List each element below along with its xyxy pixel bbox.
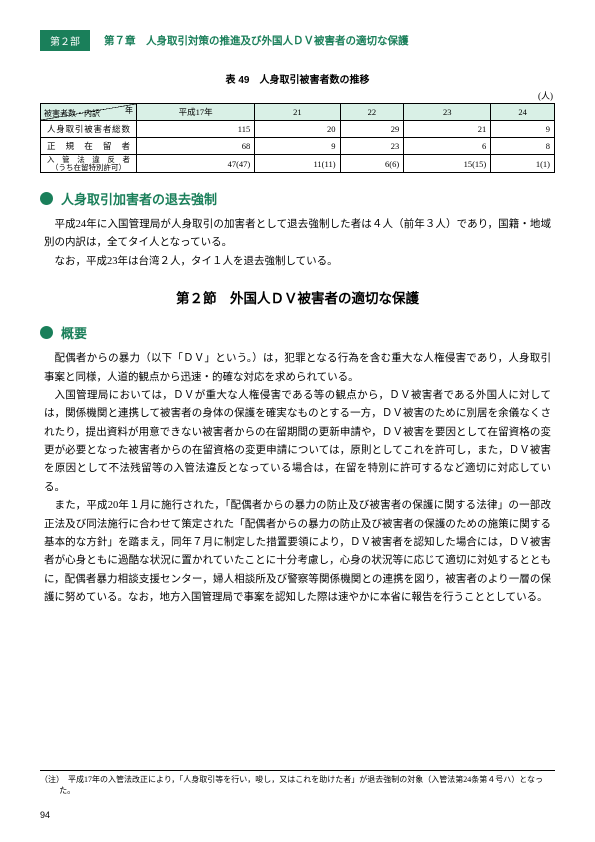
col-header: 22 <box>340 104 404 121</box>
page-header: 第２部 第７章 人身取引対策の推進及び外国人ＤＶ被害者の適切な保護 <box>40 30 555 51</box>
table-row: 入 管 法 違 反 者 （うち在留特別許可） 47(47) 11(11) 6(6… <box>41 155 555 173</box>
cell: 9 <box>491 121 555 138</box>
cell: 20 <box>255 121 340 138</box>
footnote-text: （注） 平成17年の入管法改正により，「人身取引等を行い，唆し，又はこれを助けた… <box>40 774 555 796</box>
cell: 29 <box>340 121 404 138</box>
cell: 21 <box>404 121 491 138</box>
section-header-1: 人身取引加害者の退去強制 <box>40 189 555 208</box>
section-header-2: 概要 <box>40 323 555 342</box>
chapter-title: 第７章 人身取引対策の推進及び外国人ＤＶ被害者の適切な保護 <box>104 33 409 48</box>
cell: 15(15) <box>404 155 491 173</box>
cell: 23 <box>340 138 404 155</box>
cell: 8 <box>491 138 555 155</box>
section-title: 概要 <box>61 323 87 342</box>
col-header: 21 <box>255 104 340 121</box>
node-title: 第２節 外国人ＤＶ被害者の適切な保護 <box>40 287 555 307</box>
bullet-icon <box>40 326 53 339</box>
cell: 6 <box>404 138 491 155</box>
row-label: 人身取引被害者総数 <box>41 121 137 138</box>
cell: 9 <box>255 138 340 155</box>
paragraph: 配偶者からの暴力（以下「ＤＶ」という。）は，犯罪となる行為を含む重大な人権侵害で… <box>44 350 551 387</box>
table-row: 人身取引被害者総数 115 20 29 21 9 <box>41 121 555 138</box>
cell: 1(1) <box>491 155 555 173</box>
footnote: （注） 平成17年の入管法改正により，「人身取引等を行い，唆し，又はこれを助けた… <box>40 770 555 796</box>
table-caption: 表 49 人身取引被害者数の推移 <box>40 71 555 86</box>
col-header: 23 <box>404 104 491 121</box>
page-number: 94 <box>40 810 50 820</box>
cell: 115 <box>137 121 255 138</box>
section-title: 人身取引加害者の退去強制 <box>61 189 217 208</box>
cell: 68 <box>137 138 255 155</box>
cell: 47(47) <box>137 155 255 173</box>
cell: 6(6) <box>340 155 404 173</box>
paragraph: なお，平成23年は台湾２人，タイ１人を退去強制している。 <box>44 253 551 271</box>
table-unit: (人) <box>40 89 553 102</box>
paragraph: また，平成20年１月に施行された，「配偶者からの暴力の防止及び被害者の保護に関す… <box>44 497 551 607</box>
paragraph: 平成24年に入国管理局が人身取引の加害者として退去強制した者は４人（前年３人）で… <box>44 216 551 253</box>
row-label: 正 規 在 留 者 <box>41 138 137 155</box>
part-badge: 第２部 <box>40 30 90 51</box>
table-corner: 年 被害者数・内訳 <box>41 104 137 121</box>
victims-table: 年 被害者数・内訳 平成17年 21 22 23 24 人身取引被害者総数 11… <box>40 103 555 173</box>
table-row: 正 規 在 留 者 68 9 23 6 8 <box>41 138 555 155</box>
cell: 11(11) <box>255 155 340 173</box>
corner-top-label: 年 <box>125 105 133 116</box>
section1-body: 平成24年に入国管理局が人身取引の加害者として退去強制した者は４人（前年３人）で… <box>44 216 551 271</box>
row-label: 入 管 法 違 反 者 （うち在留特別許可） <box>41 155 137 173</box>
col-header: 平成17年 <box>137 104 255 121</box>
paragraph: 入国管理局においては，ＤＶが重大な人権侵害である等の観点から，ＤＶ被害者である外… <box>44 387 551 497</box>
col-header: 24 <box>491 104 555 121</box>
corner-bottom-label: 被害者数・内訳 <box>44 108 100 119</box>
section2-body: 配偶者からの暴力（以下「ＤＶ」という。）は，犯罪となる行為を含む重大な人権侵害で… <box>44 350 551 607</box>
bullet-icon <box>40 192 53 205</box>
